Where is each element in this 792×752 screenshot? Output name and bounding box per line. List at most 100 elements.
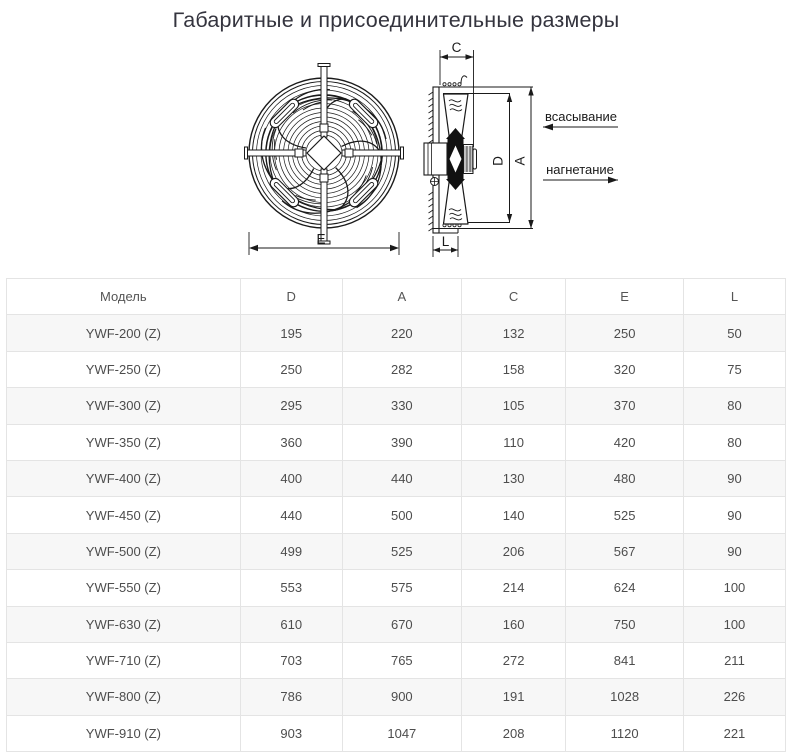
dim-a-cell: 282 — [341, 350, 462, 389]
table-row: YWF-500 (Z) 499 525 206 567 90 — [6, 532, 787, 571]
dim-d-cell: 553 — [239, 569, 343, 607]
model-cell: YWF-500 (Z) — [6, 532, 241, 571]
dim-l-cell: 90 — [682, 532, 787, 571]
dim-c-cell: 208 — [460, 714, 567, 752]
dim-e-cell: 841 — [565, 641, 684, 680]
technical-drawing: E — [239, 40, 618, 257]
dim-d-cell: 499 — [239, 532, 343, 571]
dim-a-cell: 1047 — [341, 714, 462, 752]
dim-d-cell: 440 — [239, 496, 343, 534]
table-row: YWF-400 (Z) 400 440 130 480 90 — [6, 459, 787, 498]
dim-a-cell: 440 — [341, 459, 462, 498]
suction-arrow — [543, 123, 618, 131]
table-row: YWF-550 (Z) 553 575 214 624 100 — [6, 569, 787, 607]
dim-l-cell: 90 — [682, 459, 787, 498]
dimensions-table: Модель D A C E L YWF-200 (Z) 195 220 132… — [6, 277, 787, 752]
model-cell: YWF-800 (Z) — [6, 678, 241, 716]
table-row: YWF-300 (Z) 295 330 105 370 80 — [6, 387, 787, 425]
dim-c-cell: 140 — [460, 496, 567, 534]
model-cell: YWF-200 (Z) — [6, 314, 241, 352]
dim-l-cell: 50 — [682, 314, 787, 352]
table-container: Модель D A C E L YWF-200 (Z) 195 220 132… — [0, 277, 792, 752]
dimension-a — [528, 87, 534, 229]
model-cell: YWF-710 (Z) — [6, 641, 241, 680]
dim-d-cell: 360 — [239, 423, 343, 461]
table-row: YWF-350 (Z) 360 390 110 420 80 — [6, 423, 787, 461]
dim-e-cell: 370 — [565, 387, 684, 425]
dim-l-cell: 226 — [682, 678, 787, 716]
dim-e-cell: 567 — [565, 532, 684, 571]
dim-a-cell: 525 — [341, 532, 462, 571]
suction-label: всасывание — [545, 109, 617, 124]
table-row: YWF-450 (Z) 440 500 140 525 90 — [6, 496, 787, 534]
dimension-e — [248, 232, 400, 255]
dimension-label-a: A — [513, 156, 528, 165]
dim-c-cell: 160 — [460, 605, 567, 643]
hub-diamond — [306, 135, 342, 171]
dim-e-cell: 320 — [565, 350, 684, 389]
dim-l-cell: 80 — [682, 423, 787, 461]
dim-l-cell: 100 — [682, 569, 787, 607]
model-cell: YWF-550 (Z) — [6, 569, 241, 607]
screw-icon — [430, 177, 439, 186]
dim-c-cell: 214 — [460, 569, 567, 607]
dim-c-cell: 132 — [460, 314, 567, 352]
dim-l-cell: 211 — [682, 641, 787, 680]
dim-d-cell: 195 — [239, 314, 343, 352]
dim-c-cell: 130 — [460, 459, 567, 498]
dim-a-cell: 220 — [341, 314, 462, 352]
dimension-c — [439, 50, 474, 147]
dimension-l — [432, 236, 459, 257]
dim-d-cell: 703 — [239, 641, 343, 680]
table-row: YWF-250 (Z) 250 282 158 320 75 — [6, 350, 787, 389]
discharge-label: нагнетание — [546, 162, 614, 177]
model-cell: YWF-630 (Z) — [6, 605, 241, 643]
motor-assembly — [423, 128, 477, 190]
dimension-label-d: D — [491, 156, 506, 166]
dimension-d — [506, 93, 513, 223]
dim-d-cell: 400 — [239, 459, 343, 498]
model-cell: YWF-300 (Z) — [6, 387, 241, 425]
dimension-label-c: C — [452, 40, 462, 55]
table-body: YWF-200 (Z) 195 220 132 250 50 YWF-250 (… — [6, 314, 787, 752]
column-header-e: E — [565, 277, 684, 316]
dim-l-cell: 75 — [682, 350, 787, 389]
dim-a-cell: 330 — [341, 387, 462, 425]
dim-e-cell: 250 — [565, 314, 684, 352]
flow-arrows: всасывание нагнетание — [543, 109, 618, 184]
dimension-label-e: E — [316, 232, 325, 247]
table-row: YWF-630 (Z) 610 670 160 750 100 — [6, 605, 787, 643]
table-row: YWF-200 (Z) 195 220 132 250 50 — [6, 314, 787, 352]
fan-side-view: C D A L — [423, 40, 534, 257]
table-row: YWF-800 (Z) 786 900 191 1028 226 — [6, 678, 787, 716]
dim-d-cell: 610 — [239, 605, 343, 643]
model-cell: YWF-400 (Z) — [6, 459, 241, 498]
dim-d-cell: 786 — [239, 678, 343, 716]
column-header-model: Модель — [6, 277, 241, 316]
mounting-spokes — [244, 63, 404, 245]
dim-e-cell: 420 — [565, 423, 684, 461]
drawing-area: E — [0, 40, 792, 278]
dim-c-cell: 158 — [460, 350, 567, 389]
dim-a-cell: 670 — [341, 605, 462, 643]
column-header-a: A — [341, 277, 462, 316]
table-header-row: Модель D A C E L — [6, 277, 787, 316]
column-header-l: L — [682, 277, 787, 316]
dim-d-cell: 903 — [239, 714, 343, 752]
dim-e-cell: 624 — [565, 569, 684, 607]
discharge-arrow — [543, 176, 618, 184]
dim-l-cell: 80 — [682, 387, 787, 425]
dim-e-cell: 480 — [565, 459, 684, 498]
page-title: Габаритные и присоединительные размеры — [172, 7, 620, 32]
dimension-label-l: L — [442, 234, 450, 249]
dim-l-cell: 90 — [682, 496, 787, 534]
model-cell: YWF-450 (Z) — [6, 496, 241, 534]
model-cell: YWF-350 (Z) — [6, 423, 241, 461]
dim-a-cell: 390 — [341, 423, 462, 461]
dim-e-cell: 750 — [565, 605, 684, 643]
column-header-d: D — [239, 277, 343, 316]
dim-c-cell: 105 — [460, 387, 567, 425]
dim-l-cell: 100 — [682, 605, 787, 643]
dim-c-cell: 206 — [460, 532, 567, 571]
